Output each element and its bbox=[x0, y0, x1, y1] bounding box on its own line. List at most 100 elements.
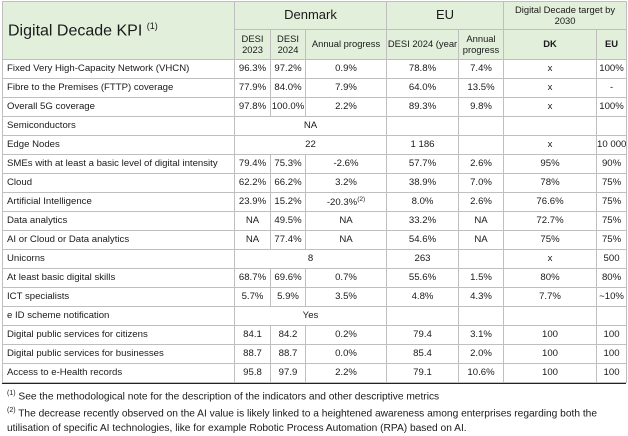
row-label: Digital public services for citizens bbox=[2, 325, 235, 345]
cell-dk-annual-progress: 3.2% bbox=[305, 173, 387, 193]
row-label: Overall 5G coverage bbox=[2, 97, 235, 117]
table-row: At least basic digital skills 68.7% 69.6% 0… bbox=[2, 268, 628, 288]
cell-dk-annual-progress: NA bbox=[305, 211, 387, 231]
cell-eu-annual-progress: 7.0% bbox=[457, 173, 505, 193]
cell-eu-annual-progress: 7.4% bbox=[457, 59, 505, 79]
cell-target-dk: 95% bbox=[503, 154, 598, 174]
cell-eu-annual-progress: 4.3% bbox=[457, 287, 505, 307]
table-row: AI or Cloud or Data analytics NA 77.4% NA 54… bbox=[2, 230, 628, 250]
footnote-marker: (2) bbox=[7, 407, 16, 415]
row-label: Digital public services for businesses bbox=[2, 344, 235, 364]
cell-eu-annual-progress bbox=[457, 249, 505, 269]
cell-dk-desi-2024: 97.9 bbox=[270, 363, 306, 383]
cell-target-dk: 75% bbox=[503, 230, 598, 250]
cell-eu-annual-progress: 2.0% bbox=[457, 344, 505, 364]
cell-target-eu: 10 000 bbox=[596, 135, 628, 155]
cell-dk-annual-progress: 3.5% bbox=[305, 287, 387, 307]
table-row: Semiconductors NA bbox=[2, 116, 628, 136]
cell-eu-annual-progress: 10.6% bbox=[457, 363, 505, 383]
cell-dk-annual-progress: NA bbox=[305, 230, 387, 250]
cell-target-dk: 72.7% bbox=[503, 211, 598, 231]
footnote-divider bbox=[2, 383, 626, 384]
cell-target-dk: 7.7% bbox=[503, 287, 598, 307]
cell-eu-desi-2024 bbox=[386, 306, 459, 326]
cell-target-dk: 78% bbox=[503, 173, 598, 193]
row-label: Edge Nodes bbox=[2, 135, 235, 155]
subheader-eu-annual-progress: Annual progress bbox=[457, 29, 505, 60]
cell-target-dk: x bbox=[503, 249, 598, 269]
subheader-dk-desi-2024: DESI 2024 bbox=[270, 29, 306, 60]
cell-eu-desi-2024: 33.2% bbox=[386, 211, 459, 231]
cell-eu-desi-2024: 1 186 bbox=[386, 135, 459, 155]
cell-target-dk: x bbox=[503, 59, 598, 79]
cell-dk-desi-2023: 77.9% bbox=[234, 78, 271, 98]
cell-value: -20.3% bbox=[326, 197, 358, 209]
cell-eu-annual-progress: 2.6% bbox=[457, 154, 505, 174]
table-title: Digital Decade KPI (1) bbox=[2, 1, 235, 60]
cell-eu-desi-2024: 55.6% bbox=[386, 268, 459, 288]
table-row: Fibre to the Premises (FTTP) coverage 77.… bbox=[2, 78, 628, 98]
cell-dk-desi-2023: 95.8 bbox=[234, 363, 271, 383]
footnotes: (1) See the methodological note for the … bbox=[7, 387, 625, 436]
subheader-dk-desi-2023: DESI 2023 bbox=[234, 29, 271, 60]
cell-dk-desi-2023: 88.7 bbox=[234, 344, 271, 364]
cell-target-eu: 100 bbox=[596, 325, 628, 345]
cell-dk-annual-progress: 2.2% bbox=[305, 363, 387, 383]
row-label: Fixed Very High-Capacity Network (VHCN) bbox=[2, 59, 235, 79]
cell-eu-desi-2024: 64.0% bbox=[386, 78, 459, 98]
cell-eu-annual-progress bbox=[457, 135, 505, 155]
cell-target-eu: 100 bbox=[596, 344, 628, 364]
cell-dk-annual-progress: -2.6% bbox=[305, 154, 387, 174]
row-label: Unicorns bbox=[2, 249, 235, 269]
subheader-eu-desi-2024: DESI 2024 (year bbox=[386, 29, 459, 60]
row-label: Access to e-Health records bbox=[2, 363, 235, 383]
cell-target-dk: x bbox=[503, 97, 598, 117]
cell-target-dk: 100 bbox=[503, 344, 598, 364]
table-row: Fixed Very High-Capacity Network (VHCN) 9… bbox=[2, 59, 628, 79]
cell-eu-annual-progress: 3.1% bbox=[457, 325, 505, 345]
row-label: Cloud bbox=[2, 173, 235, 193]
cell-eu-desi-2024: 79.4 bbox=[386, 325, 459, 345]
footnote-text: See the methodological note for the desc… bbox=[15, 391, 440, 403]
table-row: Artificial Intelligence 23.9% 15.2% -20.3%(… bbox=[2, 192, 628, 212]
cell-target-eu: 75% bbox=[596, 192, 628, 212]
group-header-denmark: Denmark bbox=[234, 1, 387, 30]
cell-dk-merged: 8 bbox=[234, 249, 387, 269]
footnote-2: (2) The decrease recently observed on th… bbox=[7, 404, 625, 435]
cell-dk-annual-progress: 2.2% bbox=[305, 97, 387, 117]
cell-dk-annual-progress: 0.7% bbox=[305, 268, 387, 288]
cell-dk-desi-2023: 84.1 bbox=[234, 325, 271, 345]
cell-dk-desi-2024: 69.6% bbox=[270, 268, 306, 288]
cell-dk-annual-progress: 0.2% bbox=[305, 325, 387, 345]
table-row: ICT specialists 5.7% 5.9% 3.5% 4.8% 4.3% 7.7% ~… bbox=[2, 287, 628, 307]
cell-dk-desi-2024: 77.4% bbox=[270, 230, 306, 250]
footnote-text: The decrease recently observed on the AI… bbox=[7, 408, 597, 434]
cell-dk-merged: NA bbox=[234, 116, 387, 136]
cell-dk-desi-2024: 5.9% bbox=[270, 287, 306, 307]
row-label: Data analytics bbox=[2, 211, 235, 231]
cell-target-eu: 75% bbox=[596, 211, 628, 231]
cell-dk-desi-2024: 97.2% bbox=[270, 59, 306, 79]
cell-dk-annual-progress: 0.9% bbox=[305, 59, 387, 79]
cell-eu-annual-progress: NA bbox=[457, 211, 505, 231]
row-label: ICT specialists bbox=[2, 287, 235, 307]
cell-target-eu: - bbox=[596, 78, 628, 98]
cell-eu-annual-progress: 9.8% bbox=[457, 97, 505, 117]
row-label: Fibre to the Premises (FTTP) coverage bbox=[2, 78, 235, 98]
cell-dk-desi-2024: 15.2% bbox=[270, 192, 306, 212]
table-row: Unicorns 8 263 x 500 bbox=[2, 249, 628, 269]
table-row: Data analytics NA 49.5% NA 33.2% NA 72.7% 75% bbox=[2, 211, 628, 231]
cell-dk-merged: Yes bbox=[234, 306, 387, 326]
cell-dk-annual-progress: -20.3%(2) bbox=[305, 192, 387, 212]
cell-dk-desi-2023: 62.2% bbox=[234, 173, 271, 193]
footnote-1: (1) See the methodological note for the … bbox=[7, 387, 625, 404]
cell-target-eu: 75% bbox=[596, 230, 628, 250]
kpi-table: Digital Decade KPI (1) Denmark EU Digita… bbox=[2, 1, 628, 383]
subheader-dk-annual-progress: Annual progress bbox=[305, 29, 387, 60]
cell-target-eu: 100 bbox=[596, 363, 628, 383]
title-footnote-marker: (1) bbox=[146, 20, 158, 31]
cell-eu-desi-2024: 85.4 bbox=[386, 344, 459, 364]
cell-target-dk: 100 bbox=[503, 325, 598, 345]
cell-dk-desi-2023: 5.7% bbox=[234, 287, 271, 307]
